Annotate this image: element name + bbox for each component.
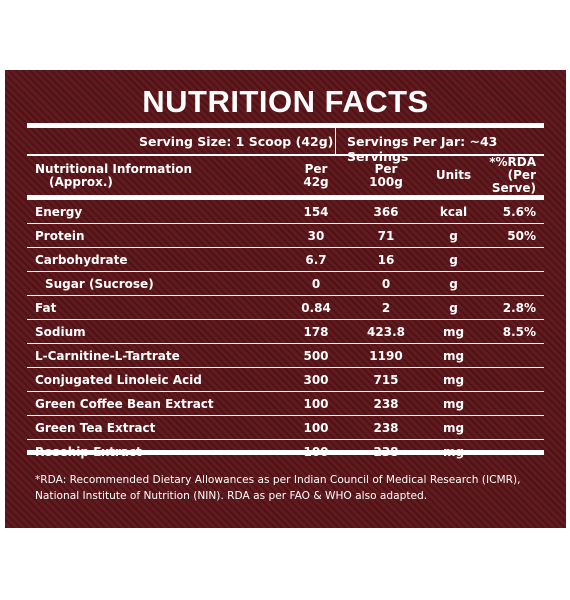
- header-name-line1: Nutritional Information: [35, 161, 193, 176]
- rda-value: 2.8%: [502, 300, 536, 315]
- value-per-100g: 238: [373, 420, 399, 435]
- nutrition-title: NUTRITION FACTS: [142, 84, 429, 119]
- rda-value: [486, 416, 544, 440]
- value-per-100g: 0: [381, 276, 391, 291]
- rda-value: [486, 368, 544, 392]
- table-row: Protein 30 71 g 50%: [27, 224, 544, 248]
- table-row: Green Tea Extract 100 238 mg: [27, 416, 544, 440]
- nutrient-name: Fat: [35, 300, 57, 315]
- table-row: L-Carnitine-L-Tartrate 500 1190 mg: [27, 344, 544, 368]
- unit: mg: [442, 396, 465, 411]
- header-per-100g: Per 100g: [351, 156, 421, 198]
- nutrient-name: Energy: [35, 204, 83, 219]
- unit: g: [449, 300, 458, 315]
- header-rda-line2: (Per Serve): [491, 168, 536, 195]
- serving-divider: [335, 128, 336, 154]
- value-per-100g: 1190: [369, 348, 403, 363]
- rda-footnote: *RDA: Recommended Dietary Allowances as …: [35, 472, 545, 504]
- unit: g: [449, 228, 458, 243]
- title-divider: [27, 123, 544, 128]
- header-per42-line1: Per: [304, 161, 328, 176]
- value-per-42g: 30: [307, 228, 325, 243]
- rda-value: 5.6%: [502, 204, 536, 219]
- rda-value: [486, 344, 544, 368]
- table-row: Green Coffee Bean Extract 100 238 mg: [27, 392, 544, 416]
- table-row: Fat 0.84 2 g 2.8%: [27, 296, 544, 320]
- header-nutritional-info: Nutritional Information (Approx.): [27, 156, 281, 198]
- rda-value: [486, 272, 544, 296]
- unit: mg: [442, 324, 465, 339]
- value-per-100g: 238: [373, 396, 399, 411]
- unit: mg: [442, 420, 465, 435]
- rda-value: 8.5%: [502, 324, 536, 339]
- nutrient-name: Green Coffee Bean Extract: [35, 396, 214, 411]
- value-per-42g: 0: [311, 276, 321, 291]
- value-per-100g: 16: [377, 252, 395, 267]
- servings-per-jar: Servings Per Jar: ~43 Servings: [347, 134, 498, 164]
- table-row: Energy 154 366 kcal 5.6%: [27, 197, 544, 224]
- value-per-42g: 154: [303, 204, 329, 219]
- header-units: Units: [435, 168, 472, 182]
- footnote-line2: National Institute of Nutrition (NIN). R…: [35, 490, 428, 502]
- footnote-line1: *RDA: Recommended Dietary Allowances as …: [35, 474, 521, 486]
- nutrient-name: L-Carnitine-L-Tartrate: [35, 348, 180, 363]
- header-rda: *%RDA (Per Serve): [486, 156, 544, 198]
- value-per-42g: 6.7: [305, 252, 327, 267]
- header-per42-line2: 42g: [303, 174, 329, 189]
- table-bottom-rule: [27, 450, 544, 455]
- rda-value: [486, 248, 544, 272]
- header-per100-line2: 100g: [369, 174, 403, 189]
- header-per100-line1: Per: [374, 161, 398, 176]
- header-rda-line1: *%RDA: [489, 155, 536, 169]
- nutrient-name: Sugar (Sucrose): [45, 276, 154, 291]
- serving-divider-line: [27, 154, 544, 156]
- value-per-42g: 178: [303, 324, 329, 339]
- unit: mg: [442, 348, 465, 363]
- header-per-42g: Per 42g: [281, 156, 351, 198]
- nutrition-table: Nutritional Information (Approx.) Per 42…: [27, 156, 544, 463]
- nutrition-facts-panel: NUTRITION FACTS Serving Size: 1 Scoop (4…: [5, 70, 566, 528]
- value-per-42g: 100: [303, 396, 329, 411]
- value-per-100g: 715: [373, 372, 399, 387]
- nutrient-name: Conjugated Linoleic Acid: [35, 372, 202, 387]
- serving-info-row: Serving Size: 1 Scoop (42g) Servings Per…: [27, 128, 544, 164]
- value-per-100g: 71: [377, 228, 395, 243]
- table-row: Carbohydrate 6.7 16 g: [27, 248, 544, 272]
- header-name-line2: (Approx.): [49, 174, 113, 189]
- nutrient-name: Green Tea Extract: [35, 420, 156, 435]
- table-row: Sodium 178 423.8 mg 8.5%: [27, 320, 544, 344]
- value-per-42g: 100: [303, 420, 329, 435]
- nutrient-name: Protein: [35, 228, 85, 243]
- value-per-42g: 500: [303, 348, 329, 363]
- table-row: Sugar (Sucrose) 0 0 g: [27, 272, 544, 296]
- nutrient-name: Carbohydrate: [35, 252, 128, 267]
- nutrient-name: Sodium: [35, 324, 86, 339]
- value-per-42g: 0.84: [301, 300, 331, 315]
- table-header-row: Nutritional Information (Approx.) Per 42…: [27, 156, 544, 198]
- unit: g: [449, 252, 458, 267]
- value-per-42g: 300: [303, 372, 329, 387]
- rda-value: 50%: [507, 228, 536, 243]
- unit: g: [449, 276, 458, 291]
- unit: mg: [442, 372, 465, 387]
- value-per-100g: 366: [373, 204, 399, 219]
- table-row: Conjugated Linoleic Acid 300 715 mg: [27, 368, 544, 392]
- serving-size: Serving Size: 1 Scoop (42g): [139, 134, 334, 149]
- value-per-100g: 423.8: [367, 324, 405, 339]
- rda-value: [486, 392, 544, 416]
- value-per-100g: 2: [381, 300, 391, 315]
- unit: kcal: [439, 204, 468, 219]
